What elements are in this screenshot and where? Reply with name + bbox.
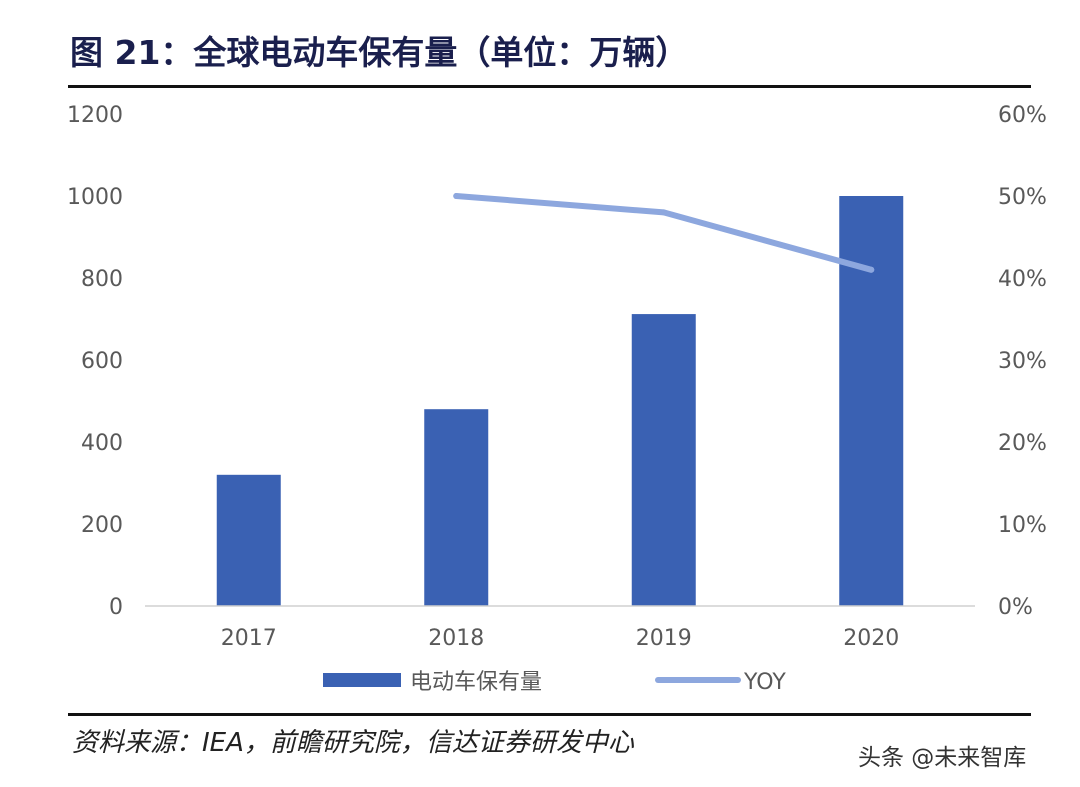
y-right-tick-label: 10% (998, 513, 1047, 538)
legend-label-bars: 电动车保有量 (410, 670, 542, 695)
bar-2020 (839, 196, 904, 606)
y-right-tick-label: 20% (998, 431, 1047, 456)
legend-swatch-bars (323, 673, 401, 687)
yoy-line (453, 193, 875, 273)
yoy-point (868, 266, 875, 273)
y-right-tick-label: 40% (998, 267, 1047, 292)
bar-2019 (631, 314, 696, 606)
bar-2018 (424, 409, 489, 606)
source-note: 资料来源：IEA，前瞻研究院，信达证券研发中心 (72, 728, 634, 758)
yoy-point (660, 209, 667, 216)
y-right-tick-label: 30% (998, 349, 1047, 374)
x-tick-label: 2020 (843, 626, 899, 651)
y-right-tick-label: 60% (998, 103, 1047, 128)
x-tick-label: 2017 (221, 626, 277, 651)
watermark: 头条 @未来智库 (858, 745, 1027, 771)
legend-label-line: YOY (743, 670, 786, 695)
y-left-tick-label: 600 (81, 349, 123, 374)
bar-2017 (216, 474, 281, 606)
top-rule (68, 85, 1031, 88)
y-left-tick-label: 1200 (67, 103, 123, 128)
x-tick-label: 2018 (428, 626, 484, 651)
y-left-tick-label: 0 (109, 595, 123, 620)
y-left-tick-label: 400 (81, 431, 123, 456)
chart-title: 图 21：全球电动车保有量（单位：万辆） (70, 33, 689, 72)
y-right-tick-label: 0% (998, 595, 1033, 620)
y-left-tick-label: 200 (81, 513, 123, 538)
yoy-point (453, 193, 460, 199)
x-tick-label: 2019 (636, 626, 692, 651)
bottom-rule (68, 713, 1031, 716)
y-left-tick-label: 800 (81, 267, 123, 292)
y-right-tick-label: 50% (998, 185, 1047, 210)
y-left-tick-label: 1000 (67, 185, 123, 210)
